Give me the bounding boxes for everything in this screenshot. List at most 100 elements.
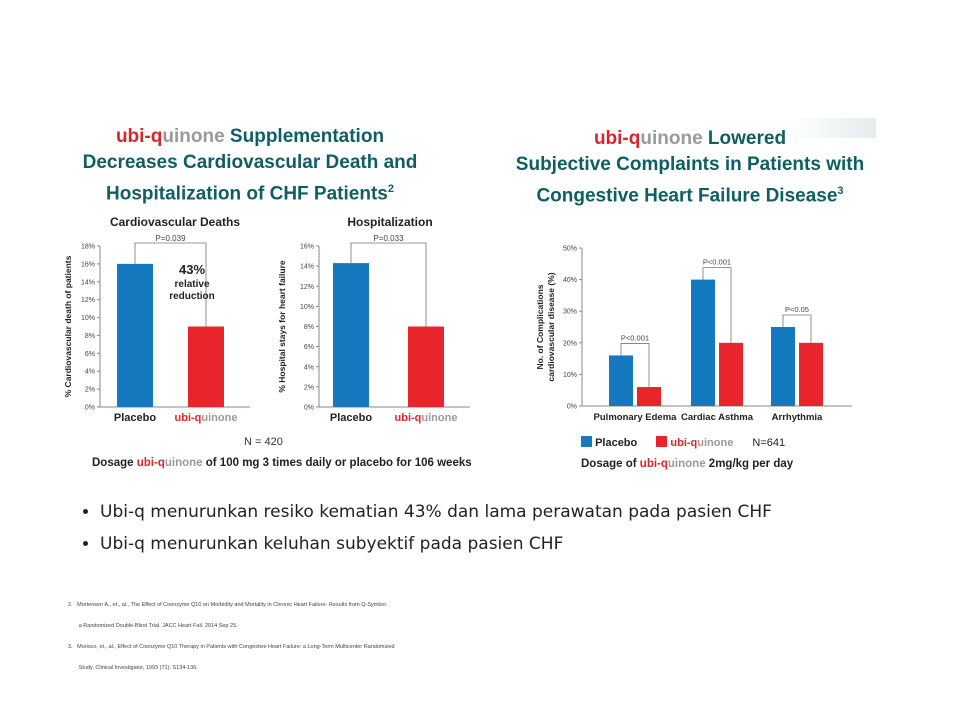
legend-label-placebo: Placebo: [595, 437, 638, 449]
annotation-percent: 43%: [179, 262, 205, 277]
subplot-title: Hospitalization: [347, 215, 432, 229]
dosage-text: 2mg/kg per day: [705, 458, 794, 470]
y-tick-label: 0%: [85, 405, 95, 412]
left-n-label: N = 420: [244, 436, 283, 448]
brand-red-part: ubi-q: [136, 457, 165, 469]
bar-placebo: [333, 263, 369, 407]
legend-label-ubiquinone: ubi-quinone: [670, 437, 733, 449]
reference-line: 2. Mortensen A., et., al., The Effect of…: [68, 602, 388, 608]
y-axis-label: cardiovascular disease (%): [546, 272, 556, 381]
p-value-bracket: [134, 242, 207, 327]
left-title-line3: Hospitalization of CHF Patients2: [80, 176, 420, 207]
legend-swatch-ubiquinone: [656, 436, 668, 447]
x-tick-label: Arrhythmia: [772, 412, 823, 423]
p-value-label: P<0.05: [785, 305, 809, 314]
title-text: Lowered: [702, 128, 787, 149]
brand-gray-part: uinone: [667, 458, 706, 470]
brand-red-part: ubi-q: [670, 437, 698, 449]
right-title-line1: ubi-quinone Lowered: [510, 126, 870, 152]
y-tick-label: 20%: [563, 340, 577, 347]
right-title-line3: Congestive Heart Failure Disease3: [510, 178, 870, 209]
y-axis-label: No. of Complications: [535, 284, 545, 369]
legend-swatch-placebo: [581, 436, 592, 447]
annotation-text: relative: [174, 279, 209, 290]
bullet-item: Ubi-q menurunkan resiko kematian 43% dan…: [100, 502, 960, 522]
bar-placebo: [691, 279, 715, 406]
right-legend: Placebo ubi-quinone N=641: [581, 436, 785, 449]
x-tick-label: ubi-quinone: [175, 412, 238, 424]
y-tick-label: 18%: [81, 244, 95, 251]
reference-superscript: 2: [387, 183, 394, 195]
y-tick-label: 6%: [85, 351, 95, 358]
bar-placebo: [117, 263, 153, 407]
left-panel-title: ubi-quinone Supplementation Decreases Ca…: [80, 124, 420, 207]
title-backdrop: [792, 118, 876, 138]
reference-line: 3. Morisco, et., al., Effect of Coenzyme…: [68, 644, 395, 650]
brand-red-part: ubi-q: [593, 128, 641, 149]
y-tick-label: 0%: [567, 404, 577, 411]
bar-placebo: [771, 327, 795, 406]
dosage-text: of 100 mg 3 times daily or placebo for 1…: [202, 457, 472, 469]
p-value-label: P<0.001: [703, 258, 731, 267]
bullet-list: Ubi-q menurunkan resiko kematian 43% dan…: [58, 502, 960, 566]
y-tick-label: 6%: [304, 344, 314, 351]
x-tick-label: ubi-quinone: [395, 412, 458, 424]
y-tick-label: 4%: [85, 369, 95, 376]
right-n-label: N=641: [752, 437, 786, 449]
p-value-bracket: [782, 314, 812, 343]
left-dosage-line: Dosage ubi-quinone of 100 mg 3 times dai…: [92, 457, 472, 469]
reference-line: Study, Clinical Investigator, 1993 (71):…: [68, 665, 198, 671]
left-title-line2: Decreases Cardiovascular Death and: [82, 152, 418, 173]
right-panel-title: ubi-quinone Lowered Subjective Complaint…: [510, 126, 870, 209]
p-value-label: P=0.039: [155, 234, 186, 243]
y-tick-label: 14%: [81, 279, 95, 286]
brand-gray-part: uinone: [640, 128, 703, 149]
bar-ubiquinone: [799, 342, 823, 406]
y-axis-label: % Hospital stays for heart failure: [277, 260, 287, 393]
y-tick-label: 2%: [85, 387, 95, 394]
p-value-bracket: [702, 267, 732, 343]
p-value-bracket: [350, 242, 427, 327]
x-tick-label: Placebo: [114, 412, 156, 424]
y-tick-label: 0%: [304, 405, 314, 412]
y-tick-label: 16%: [81, 261, 95, 268]
reference-line: a Randomized Double-Blind Trial. JACC He…: [68, 623, 238, 629]
brand-gray-part: uinone: [164, 457, 203, 469]
annotation-text: reduction: [169, 291, 215, 302]
x-tick-label: Pulmonary Edema: [594, 412, 678, 423]
brand-gray-part: uinone: [697, 437, 734, 449]
bullet-item: Ubi-q menurunkan keluhan subyektif pada …: [100, 534, 960, 554]
title-text: Hospitalization of CHF Patients: [106, 183, 388, 205]
x-tick-label: Cardiac Asthma: [681, 412, 754, 423]
y-tick-label: 8%: [85, 333, 95, 340]
p-value-bracket: [620, 343, 650, 388]
dosage-text: Dosage of: [581, 458, 640, 470]
brand-red-part: ubi-q: [639, 458, 668, 470]
title-text: Congestive Heart Failure Disease: [536, 185, 838, 207]
y-tick-label: 8%: [304, 324, 314, 331]
right-dosage-line: Dosage of ubi-quinone 2mg/kg per day: [581, 458, 793, 470]
bar-ubiquinone: [408, 326, 444, 407]
y-tick-label: 30%: [563, 309, 577, 316]
y-tick-label: 10%: [81, 315, 95, 322]
p-value-label: P=0.033: [373, 234, 404, 243]
y-tick-label: 40%: [563, 277, 577, 284]
brand-gray-part: uinone: [162, 126, 225, 147]
y-tick-label: 14%: [300, 264, 314, 271]
subplot-title: Cardiovascular Deaths: [110, 215, 240, 229]
x-tick-label: Placebo: [330, 412, 372, 424]
bar-ubiquinone: [719, 342, 743, 406]
y-tick-label: 4%: [304, 364, 314, 371]
y-tick-label: 16%: [300, 244, 314, 251]
y-tick-label: 10%: [563, 372, 577, 379]
y-tick-label: 50%: [563, 246, 577, 253]
bar-ubiquinone: [637, 387, 661, 406]
brand-red-part: ubi-q: [115, 126, 163, 147]
y-tick-label: 2%: [304, 384, 314, 391]
references: 2. Mortensen A., et., al., The Effect of…: [68, 588, 408, 679]
bar-placebo: [609, 355, 633, 406]
p-value-label: P<0.001: [621, 333, 649, 342]
y-tick-label: 12%: [300, 284, 314, 291]
y-axis-label: % Cardiovascular death of patients: [63, 255, 73, 397]
